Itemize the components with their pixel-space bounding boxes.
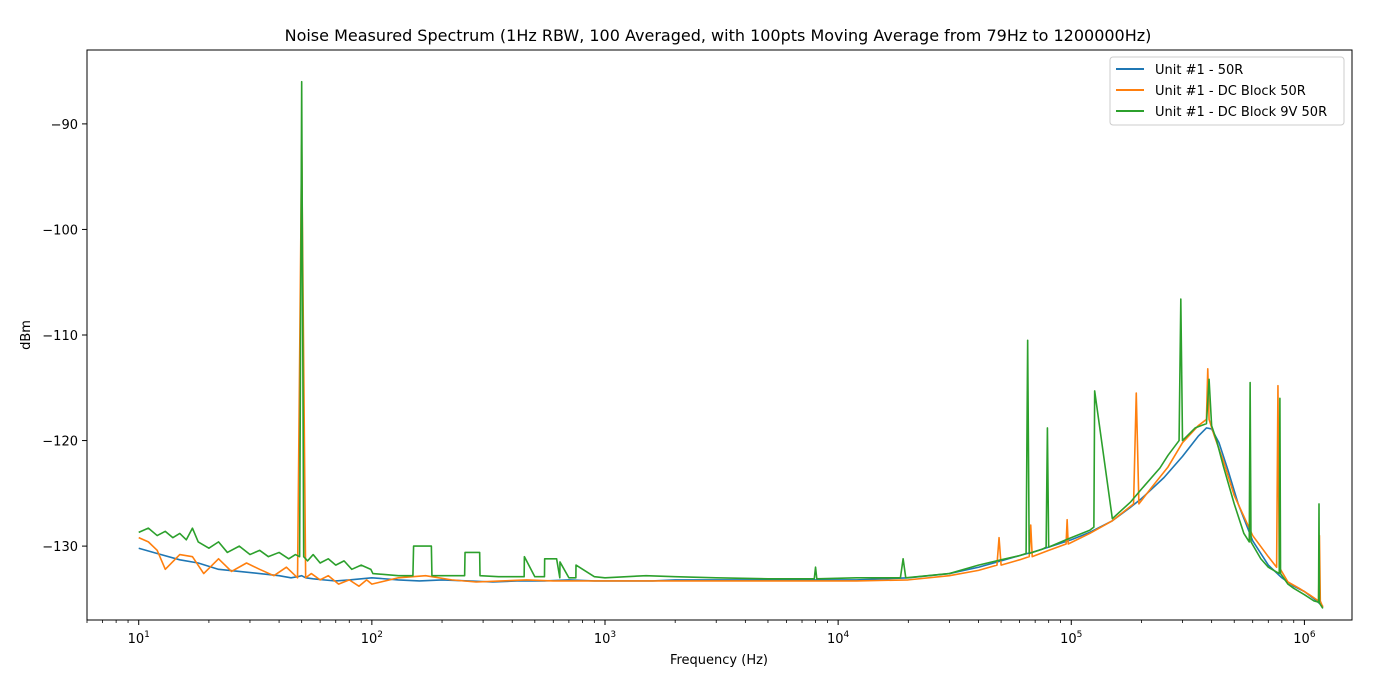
x-axis-title: Frequency (Hz) xyxy=(670,653,768,668)
y-tick-label: −110 xyxy=(42,329,78,344)
series-layer xyxy=(138,80,1324,609)
legend-label-3: Unit #1 - DC Block 9V 50R xyxy=(1155,105,1327,120)
legend: Unit #1 - 50R Unit #1 - DC Block 50R Unit … xyxy=(1109,56,1345,126)
y-axis: −90 −100 −110 −120 −130 xyxy=(42,118,87,555)
y-tick-label: −130 xyxy=(42,540,78,555)
series-line-2 xyxy=(138,144,1324,608)
chart-title: Noise Measured Spectrum (1Hz RBW, 100 Av… xyxy=(285,26,1152,45)
y-tick-label: −90 xyxy=(51,118,78,133)
y-tick-label: −100 xyxy=(42,223,78,238)
y-tick-label: −120 xyxy=(42,435,78,450)
legend-label-1: Unit #1 - 50R xyxy=(1155,63,1243,78)
series-line-3 xyxy=(138,80,1324,609)
plot-area xyxy=(87,50,1352,620)
legend-label-2: Unit #1 - DC Block 50R xyxy=(1155,84,1306,99)
legend-box xyxy=(1109,56,1345,126)
y-axis-title: dBm xyxy=(19,320,34,350)
